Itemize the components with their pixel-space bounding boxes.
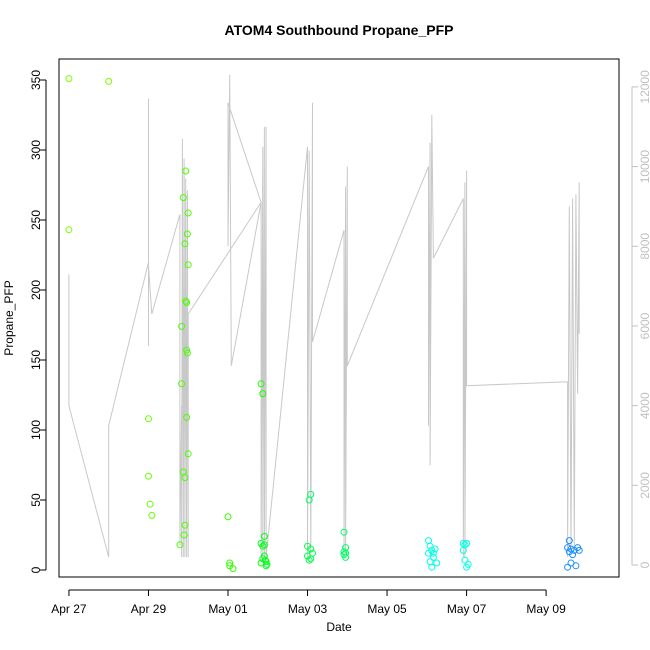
secondary-series-line	[68, 74, 580, 558]
x-tick-label: May 05	[367, 602, 407, 616]
data-point	[340, 528, 348, 536]
data-point	[429, 553, 437, 561]
data-point	[464, 560, 472, 568]
data-point	[226, 559, 234, 567]
y2-tick-label: 2000	[638, 472, 650, 499]
y-tick-label: 50	[29, 493, 43, 507]
data-point	[259, 390, 267, 398]
y-tick-label: 150	[29, 350, 43, 370]
data-point	[461, 541, 469, 549]
data-point	[569, 551, 577, 559]
data-point	[183, 349, 191, 357]
data-point	[565, 537, 573, 545]
data-point	[262, 558, 270, 566]
data-point	[148, 511, 156, 519]
data-point	[260, 541, 268, 549]
chart-title: ATOM4 Southbound Propane_PFP	[225, 22, 454, 38]
data-point	[428, 563, 436, 571]
x-tick-label: May 09	[526, 602, 566, 616]
data-point	[182, 167, 190, 175]
data-point	[181, 474, 189, 482]
data-point	[260, 532, 268, 540]
data-point	[463, 539, 471, 547]
data-point	[183, 230, 191, 238]
data-point	[307, 545, 315, 553]
data-point	[184, 261, 192, 269]
data-point	[183, 346, 191, 354]
data-point	[575, 546, 583, 554]
data-point	[181, 521, 189, 529]
data-point	[178, 380, 186, 388]
data-point	[145, 415, 152, 423]
data-point	[305, 556, 313, 564]
x-tick-label: Apr 29	[131, 602, 167, 616]
data-point	[309, 549, 316, 557]
data-point	[181, 240, 189, 248]
x-tick-label: May 01	[208, 602, 248, 616]
data-point	[431, 545, 439, 553]
y2-tick-label: 12000	[638, 70, 650, 104]
data-point	[184, 450, 192, 458]
data-point	[259, 542, 267, 550]
data-point	[146, 500, 154, 508]
data-point	[184, 209, 192, 217]
y2-tick-label: 8000	[638, 233, 650, 260]
data-point	[429, 549, 437, 557]
y-tick-label: 250	[29, 210, 43, 230]
secondary-line-layer	[68, 74, 580, 558]
data-point	[342, 553, 350, 561]
data-point	[263, 560, 271, 568]
x-tick-label: May 07	[447, 602, 487, 616]
data-point	[183, 413, 191, 421]
data-point	[459, 539, 467, 547]
data-point	[307, 490, 315, 498]
data-point	[229, 565, 237, 573]
data-point	[257, 380, 265, 388]
data-point	[572, 562, 580, 570]
points-layer	[65, 75, 583, 573]
y-tick-label: 100	[29, 420, 43, 440]
data-point	[461, 556, 469, 564]
y-tick-label: 350	[29, 70, 43, 90]
data-point	[65, 75, 73, 83]
y2-tick-label: 6000	[638, 312, 650, 339]
y-tick-label: 200	[29, 280, 43, 300]
x-tick-label: May 03	[288, 602, 328, 616]
data-point	[65, 226, 73, 234]
y2-tick-label: 10000	[638, 150, 650, 184]
data-point	[178, 322, 186, 330]
data-point	[425, 537, 432, 545]
axes-layer: Apr 27 Apr 29 May 01 May 03 May 05 May 07 May …	[29, 70, 650, 616]
y2-tick-label: 4000	[638, 392, 650, 419]
data-point	[564, 544, 572, 552]
data-point	[342, 549, 350, 557]
data-point	[176, 541, 184, 549]
y-tick-label: 0	[29, 566, 43, 573]
data-point	[179, 194, 187, 202]
data-point	[180, 531, 188, 539]
plot-frame	[58, 58, 620, 578]
data-point	[105, 77, 113, 85]
x-axis-label: Date	[326, 620, 352, 634]
y-tick-label: 300	[29, 140, 43, 160]
data-point	[145, 472, 152, 480]
data-point	[433, 559, 441, 567]
data-point	[262, 562, 270, 570]
data-point	[182, 297, 190, 305]
y2-tick-label: 0	[638, 561, 650, 568]
x-tick-label: Apr 27	[51, 602, 87, 616]
y-axis-label: Propane_PFP	[2, 280, 16, 355]
data-point	[426, 558, 434, 566]
data-point	[183, 299, 191, 307]
data-point	[564, 563, 572, 571]
data-point	[224, 513, 232, 521]
